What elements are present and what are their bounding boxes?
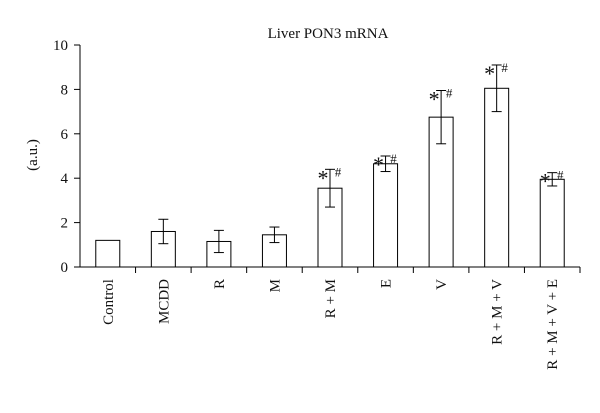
bar xyxy=(539,178,565,268)
bar xyxy=(484,87,510,268)
chart-title: Liver PON3 mRNA xyxy=(268,26,389,42)
y-tick-label: 0 xyxy=(61,260,69,276)
significance-star: * xyxy=(318,165,329,190)
x-tick-label: Control xyxy=(101,279,117,325)
significance-star: * xyxy=(429,87,440,112)
significance-star: * xyxy=(484,61,495,86)
significance-hash: # xyxy=(446,86,453,101)
y-tick-label: 6 xyxy=(61,127,69,143)
x-tick-label: M xyxy=(267,279,283,292)
significance-hash: # xyxy=(501,60,508,75)
x-tick-label: R xyxy=(212,279,228,289)
bar xyxy=(95,239,121,268)
y-tick-label: 8 xyxy=(61,82,69,98)
x-tick-label: MCDD xyxy=(156,279,172,324)
y-tick-label: 4 xyxy=(61,171,69,187)
significance-hash: # xyxy=(335,164,342,179)
significance-hash: # xyxy=(557,168,564,183)
x-tick-label: V xyxy=(434,279,450,290)
significance-hash: # xyxy=(390,151,397,166)
x-tick-label: E xyxy=(379,279,395,288)
x-tick-label: R + M + V xyxy=(490,279,506,345)
x-tick-label: R + M xyxy=(323,279,339,318)
y-axis-label: (a.u.) xyxy=(25,139,41,171)
x-tick-label: R + M + V + E xyxy=(545,279,561,370)
bar xyxy=(373,163,399,268)
y-tick-label: 10 xyxy=(53,38,68,54)
y-tick-label: 2 xyxy=(61,216,69,232)
significance-star: * xyxy=(373,152,384,177)
significance-star: * xyxy=(540,169,551,194)
